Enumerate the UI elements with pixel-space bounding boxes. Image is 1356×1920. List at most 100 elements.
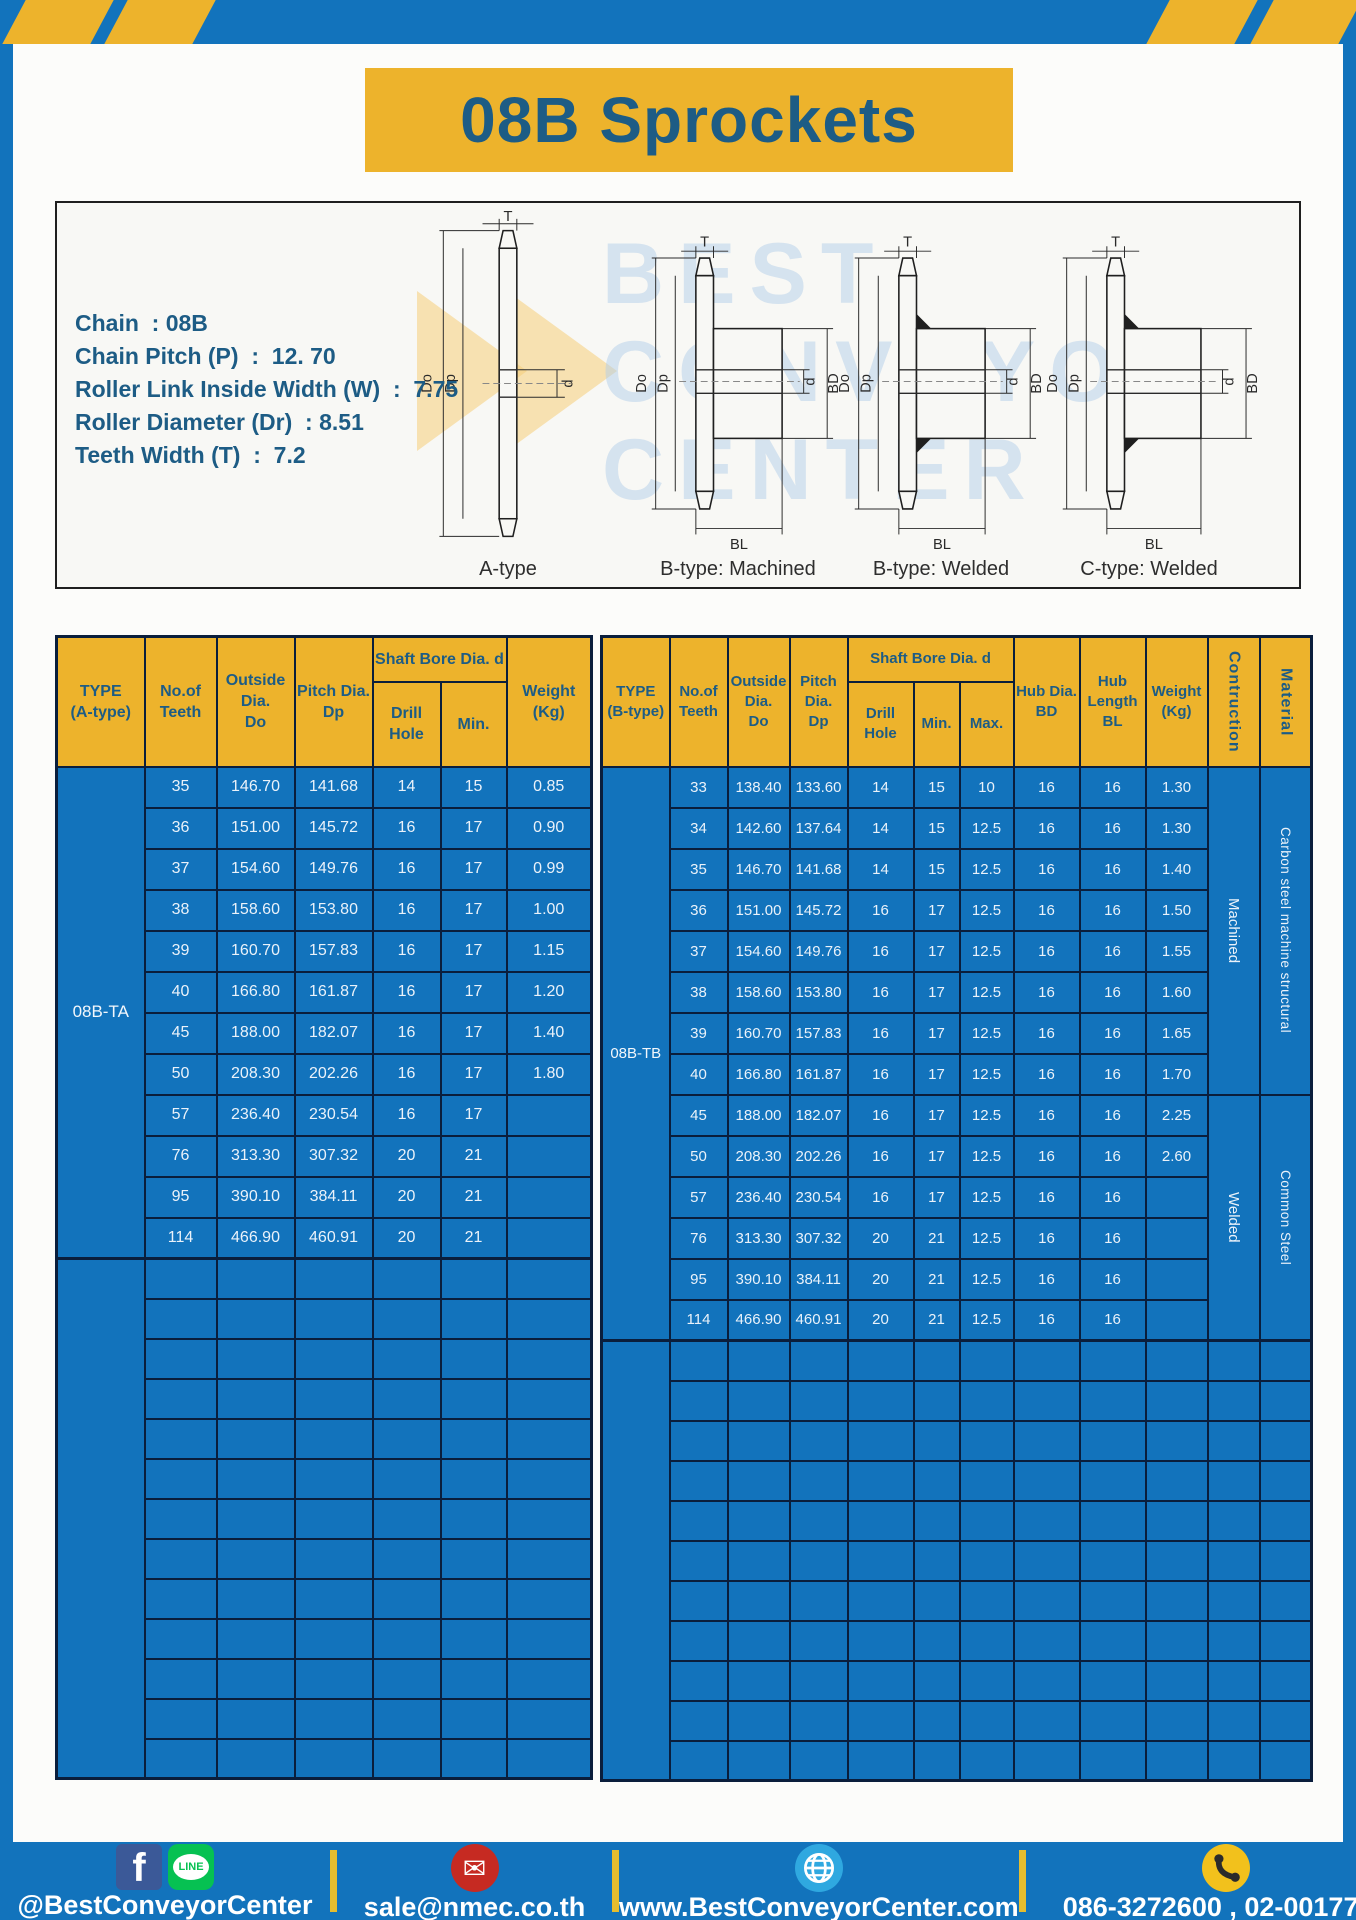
table-cell [912, 1579, 961, 1622]
empty-table-row [602, 1419, 1313, 1462]
table-cell: 466.90 [726, 1298, 791, 1342]
empty-table-row [57, 1617, 593, 1660]
figure-caption: B-type: Machined [660, 558, 816, 580]
construction-label: Welded [1225, 1191, 1242, 1243]
table-cell [1144, 1579, 1209, 1622]
table-cell [788, 1419, 849, 1462]
svg-text:d: d [1221, 377, 1237, 385]
table-cell [1144, 1175, 1209, 1219]
table-row: 38 158.60 153.80 16 17 12.5 16 16 1.60 [602, 970, 1312, 1014]
table-cell [1144, 1619, 1209, 1662]
table-cell [1258, 1699, 1313, 1742]
table-cell [439, 1537, 508, 1580]
table-cell: 20 [371, 1134, 442, 1178]
table-cell [846, 1379, 915, 1422]
table-cell: 16 [846, 1134, 915, 1178]
table-cell [668, 1499, 729, 1542]
footer-social-section: f LINE @BestConveyorCenter [0, 1842, 330, 1920]
table-cell [912, 1499, 961, 1542]
empty-table-row [602, 1659, 1313, 1702]
table-cell [1012, 1579, 1081, 1622]
table-cell: 16 [1078, 970, 1147, 1014]
table-cell [215, 1297, 296, 1340]
table-cell: 12.5 [958, 1011, 1015, 1055]
table-cell: 50 [143, 1052, 218, 1096]
table-cell [958, 1379, 1015, 1422]
table-cell: 384.11 [293, 1175, 374, 1219]
table-cell [215, 1497, 296, 1540]
table-cell [726, 1419, 791, 1462]
table-cell [505, 1093, 593, 1137]
table-cell: 37 [668, 929, 729, 973]
table-cell [958, 1739, 1015, 1782]
table-cell [726, 1699, 791, 1742]
spec-line: Chain Pitch (P) : 12. 70 [75, 343, 336, 369]
svg-text:T: T [504, 211, 513, 225]
table-cell: 16 [1012, 1257, 1081, 1301]
empty-table-row [602, 1499, 1313, 1542]
col-header-type: TYPE (A-type) [55, 635, 146, 768]
svg-text:BL: BL [933, 537, 951, 553]
table-cell: 230.54 [788, 1175, 849, 1219]
table-cell [788, 1699, 849, 1742]
table-cell [1078, 1699, 1147, 1742]
table-cell [726, 1659, 791, 1702]
table-cell [1258, 1419, 1313, 1462]
table-cell [215, 1617, 296, 1660]
table-cell [1144, 1459, 1209, 1502]
table-cell [143, 1617, 218, 1660]
table-cell: 16 [1012, 929, 1081, 973]
table-cell [1258, 1379, 1313, 1422]
table-cell [912, 1379, 961, 1422]
table-cell: 12.5 [958, 970, 1015, 1014]
table-cell [439, 1577, 508, 1620]
table-cell [293, 1457, 374, 1500]
empty-table-row [602, 1579, 1313, 1622]
table-cell: 16 [1012, 806, 1081, 850]
table-cell: 14 [846, 847, 915, 891]
table-cell [439, 1457, 508, 1500]
table-cell: 12.5 [958, 929, 1015, 973]
table-cell [1206, 1539, 1261, 1582]
table-cell [505, 1657, 593, 1700]
table-cell [505, 1377, 593, 1420]
table-cell [1012, 1459, 1081, 1502]
table-cell [215, 1697, 296, 1740]
social-handle: @BestConveyorCenter [17, 1890, 313, 1920]
table-cell: 16 [1012, 847, 1081, 891]
footer-divider [1018, 1850, 1026, 1912]
table-cell: 20 [846, 1298, 915, 1342]
table-row: 37 154.60 149.76 16 17 0.99 [57, 847, 593, 891]
table-cell: 17 [439, 1011, 508, 1055]
table-cell [726, 1739, 791, 1782]
table-cell: 16 [1078, 1175, 1147, 1219]
table-cell [1078, 1619, 1147, 1662]
table-cell [143, 1497, 218, 1540]
table-row: 50 208.30 202.26 16 17 1.80 [57, 1052, 593, 1096]
table-cell [912, 1459, 961, 1502]
svg-text:Do: Do [1045, 374, 1061, 393]
table-cell [215, 1417, 296, 1460]
table-cell [293, 1737, 374, 1780]
table-cell: 1.80 [505, 1052, 593, 1096]
table-cell: 188.00 [215, 1011, 296, 1055]
table-cell [788, 1619, 849, 1662]
table-cell: 153.80 [788, 970, 849, 1014]
table-cell: 313.30 [726, 1216, 791, 1260]
table-cell: 16 [1012, 1134, 1081, 1178]
table-cell: 16 [1012, 888, 1081, 932]
table-cell [371, 1297, 442, 1340]
table-row: 57 236.40 230.54 16 17 [57, 1093, 593, 1137]
table-cell: 202.26 [788, 1134, 849, 1178]
empty-table-row [57, 1377, 593, 1420]
table-cell [846, 1739, 915, 1782]
table-cell [668, 1619, 729, 1662]
table-cell: 202.26 [293, 1052, 374, 1096]
table-cell [371, 1377, 442, 1420]
table-cell: 236.40 [726, 1175, 791, 1219]
footer-divider [330, 1850, 337, 1912]
construction-group-cell: Machined [1206, 765, 1261, 1096]
line-icon-label: LINE [173, 1854, 209, 1880]
table-cell [1078, 1539, 1147, 1582]
table-cell [668, 1699, 729, 1742]
